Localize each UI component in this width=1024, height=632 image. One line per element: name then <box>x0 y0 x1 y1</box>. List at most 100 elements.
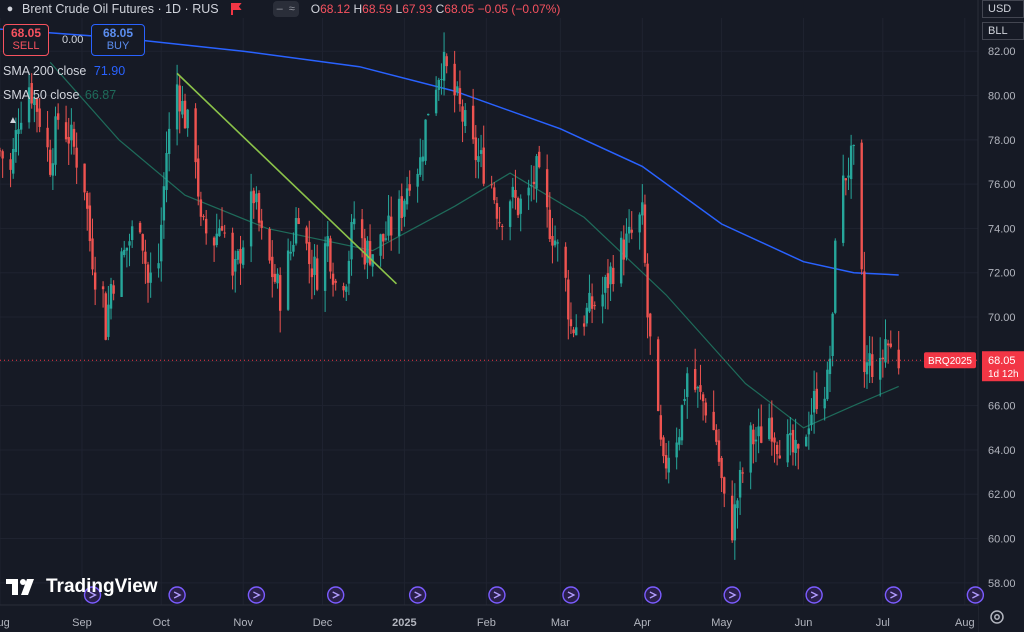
candle-body <box>239 248 242 264</box>
candle-body <box>252 190 255 204</box>
high-value: 68.59 <box>362 2 393 16</box>
symbol-tag: BRQ2025 <box>928 356 972 367</box>
candle-body <box>741 472 744 474</box>
candle-body <box>675 442 678 458</box>
time-axis[interactable]: Aug Sep Oct Nov Dec 2025 Feb Mar Apr May Jun Jul Aug <box>0 604 978 632</box>
sma50-path <box>49 61 899 429</box>
candle-body <box>403 200 406 217</box>
candle-body <box>738 469 742 498</box>
candle-body <box>545 169 549 208</box>
candle-body <box>649 313 652 337</box>
event-arrow <box>728 591 737 599</box>
candle-body <box>656 339 660 411</box>
candle-body <box>659 415 663 440</box>
candle-body <box>17 129 20 135</box>
tradingview-logo: TradingView <box>6 576 158 598</box>
candle-body <box>93 272 97 290</box>
candle-body <box>693 369 697 390</box>
candle-body <box>310 268 314 278</box>
time-tick-label: Jun <box>795 617 813 629</box>
candle-body <box>329 238 332 272</box>
candle-body <box>551 235 554 246</box>
currency-selector[interactable]: USD <box>982 0 1024 18</box>
gear-icon[interactable] <box>988 608 1006 626</box>
candles <box>0 32 900 560</box>
candle-body <box>831 313 834 357</box>
candle-body <box>202 216 205 218</box>
candle-body <box>440 78 443 80</box>
candle-body <box>479 150 483 154</box>
candle-body <box>257 193 261 223</box>
candle-body <box>194 108 197 163</box>
last-price-label: BRQ2025 68.05 1d 12h <box>924 351 1024 382</box>
candle-body <box>538 151 541 168</box>
open-value: 68.12 <box>320 2 351 16</box>
event-arrow <box>332 591 341 599</box>
legend-sma50[interactable]: SMA 50 close 66.87 <box>3 88 116 102</box>
candle-body <box>556 242 559 244</box>
candle-body <box>701 394 705 402</box>
indicator-toggle-pill[interactable]: – ≈ <box>272 1 299 17</box>
candle-body <box>19 122 23 130</box>
candle-body <box>363 238 366 265</box>
symbol-title[interactable]: Brent Crude Oil Futures · 1D · RUS <box>22 2 219 16</box>
trendline[interactable] <box>176 72 398 285</box>
candle-body <box>778 455 781 459</box>
candle-body <box>757 426 760 437</box>
event-marker <box>488 586 506 604</box>
candle-body <box>30 83 33 104</box>
candle-body <box>717 440 721 462</box>
candle-body <box>315 258 319 290</box>
candle-body <box>104 293 107 340</box>
candle-body <box>752 429 755 445</box>
candle-body <box>442 51 446 81</box>
candle-body <box>601 294 604 307</box>
event-marker <box>723 586 741 604</box>
ohlc-readout: O68.12 H68.59 L67.93 C68.05 −0.05 (−0.07… <box>311 2 561 16</box>
buy-button[interactable]: 68.05 BUY <box>91 24 145 56</box>
candle-body <box>181 100 184 115</box>
minus-icon[interactable]: – <box>276 3 283 15</box>
event-arrow <box>567 591 576 599</box>
event-marker <box>83 586 102 604</box>
candle-body <box>530 185 533 187</box>
candle-body <box>424 119 427 161</box>
candle-body <box>733 504 737 541</box>
legend-sma200[interactable]: SMA 200 close 71.90 <box>3 64 125 78</box>
chart-header: ● Brent Crude Oil Futures · 1D · RUS – ≈… <box>0 0 560 18</box>
candle-body <box>678 437 681 445</box>
price-tick-label: 64.00 <box>988 445 1016 457</box>
candle-body <box>826 369 829 400</box>
candle-body <box>384 238 388 240</box>
candle-body <box>775 444 779 455</box>
low-value: 67.93 <box>402 2 433 16</box>
candle-body <box>643 204 647 263</box>
candle-body <box>342 285 345 291</box>
wave-icon[interactable]: ≈ <box>288 3 295 15</box>
candle-body <box>46 127 49 148</box>
time-tick-label: Apr <box>634 617 651 629</box>
price-axis[interactable]: 82.0080.0078.0076.0074.0072.0070.0068.00… <box>977 0 1024 632</box>
unit-selector[interactable]: BLL <box>982 22 1024 40</box>
sell-button[interactable]: 68.05 SELL <box>3 24 49 56</box>
candle-body <box>294 217 298 244</box>
candle-body <box>437 79 440 90</box>
candle-body <box>289 251 292 254</box>
candle-body <box>421 156 425 162</box>
candle-body <box>477 156 480 162</box>
candle-body <box>91 238 94 270</box>
candle-body <box>458 88 462 105</box>
candle-body <box>474 137 477 161</box>
buy-price: 68.05 <box>102 26 134 40</box>
chevron-up-icon[interactable]: ▲ <box>8 115 18 126</box>
candle-body <box>593 305 596 307</box>
time-axis-bg <box>0 605 978 632</box>
event-arrow <box>253 591 261 599</box>
candle-body <box>889 343 892 347</box>
candle-body <box>760 426 763 443</box>
candle-body <box>532 181 536 185</box>
candle-body <box>501 226 504 228</box>
flag-icon[interactable] <box>229 3 243 15</box>
candle-body <box>461 106 464 122</box>
